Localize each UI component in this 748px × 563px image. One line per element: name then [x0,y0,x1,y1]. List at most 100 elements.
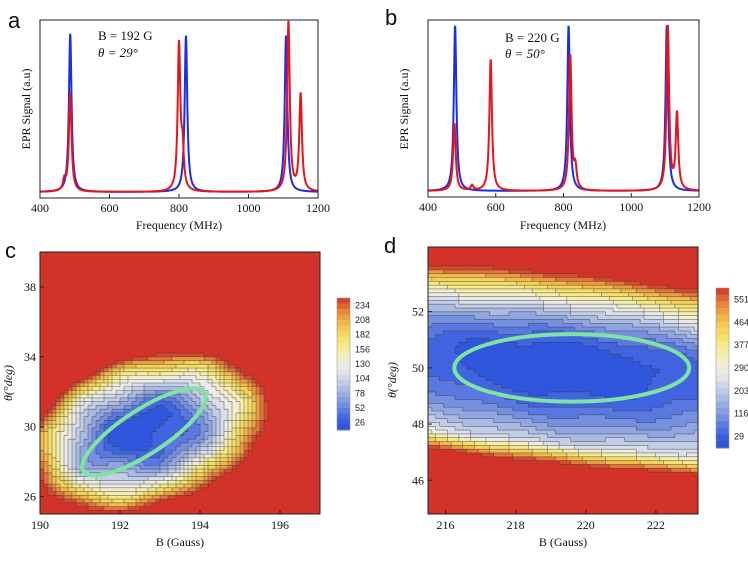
panel-c-contour-cell [216,427,221,433]
panel-c-contour-cell [136,255,141,261]
panel-c-contour-cell [232,270,237,276]
panel-a-x-axis-label: Frequency (MHz) [136,218,222,232]
panel-c-contour-cell [280,360,285,365]
panel-c-contour-cell [260,304,265,309]
panel-c-contour-cell [132,487,137,493]
panel-c-contour-cell [196,360,201,365]
panel-c-contour-cell [140,442,145,448]
panel-c-contour-cell [268,311,273,317]
panel-c-contour-cell [144,484,149,489]
panel-c-contour-cell [200,345,205,350]
panel-c-contour-cell [132,502,137,508]
panel-c-contour-cell [108,416,113,422]
panel-c-contour-cell [104,424,109,429]
panel-c-contour-cell [120,319,125,324]
panel-c-contour-cell [208,274,213,279]
panel-c-contour-cell [188,270,193,276]
panel-c-contour-cell [132,371,137,377]
panel-c-contour-cell [236,334,241,339]
panel-c-contour-cell [268,379,273,384]
panel-c-contour-cell [56,289,61,294]
panel-c-contour-cell [184,435,189,440]
panel-c-contour-cell [180,338,185,343]
panel-c-contour-cell [240,383,245,388]
panel-c-contour-cell [300,405,305,410]
panel-c-contour-cell [168,356,173,362]
panel-c-contour-cell [88,454,93,459]
panel-c-contour-cell [80,341,85,347]
panel-c-contour-cell [168,476,173,481]
panel-c-contour-cell [100,416,105,422]
panel-c-contour-cell [204,450,209,455]
panel-c-contour-cell [188,330,193,335]
panel-c-contour-cell [192,491,197,496]
panel-c-contour-cell [140,397,145,403]
panel-c-contour-cell [136,390,141,395]
panel-c-contour-cell [312,465,317,470]
panel-c-contour-cell [288,326,293,332]
panel-c-contour-cell [280,442,285,448]
panel-c-contour-cell [244,412,249,418]
panel-c-contour-cell [312,390,317,395]
panel-c-contour-cell [52,469,57,474]
panel-c-contour-cell [268,319,273,324]
panel-c-contour-cell [256,341,261,347]
panel-c-contour-cell [68,424,73,429]
panel-c-contour-cell [52,353,57,358]
panel-c-contour-cell [144,300,149,305]
panel-c-contour-cell [300,293,305,298]
panel-c-contour-cell [160,446,165,451]
panel-c-contour-cell [140,416,145,422]
panel-c-contour-cell [296,293,301,298]
panel-c-contour-cell [44,308,49,313]
panel-c-contour-cell [144,405,149,410]
panel-c-contour-cell [240,304,245,309]
panel-c-contour-cell [84,397,89,403]
panel-c-contour-cell [256,465,261,470]
panel-c-contour-cell [104,293,109,298]
panel-c-contour-cell [128,495,133,500]
panel-c-contour-cell [132,334,137,339]
panel-c-contour-cell [192,300,197,305]
panel-c-contour-cell [312,405,317,410]
panel-c-contour-cell [88,349,93,354]
panel-c-contour-cell [120,412,125,418]
panel-c-contour-cell [304,281,309,287]
panel-c-contour-cell [296,364,301,369]
panel-c-contour-cell [116,293,121,298]
panel-c-contour-cell [56,326,61,332]
panel-c-contour-cell [304,487,309,493]
panel-c-contour-cell [264,285,269,291]
panel-c-contour-cell [152,364,157,369]
panel-c-contour-cell [232,412,237,418]
panel-c-contour-cell [256,281,261,287]
panel-c-contour-cell [224,386,229,392]
panel-c-contour-cell [48,338,53,343]
panel-c-contour-cell [308,397,313,403]
panel-c-contour-cell [204,491,209,496]
panel-c-contour-cell [192,461,197,466]
panel-c-contour-cell [164,435,169,440]
panel-c-contour-cell [104,356,109,362]
panel-c-contour-cell [44,431,49,436]
panel-c-contour-cell [144,330,149,335]
panel-c-contour-cell [128,465,133,470]
panel-c-contour-cell [144,491,149,496]
panel-c-contour-cell [280,304,285,309]
panel-c-contour-cell [152,360,157,365]
panel-c-contour-cell [292,360,297,365]
panel-c-contour-cell [60,326,65,332]
panel-c-contour-cell [240,409,245,414]
panel-c-contour-cell [52,383,57,388]
panel-c-contour-cell [180,446,185,451]
panel-c-contour-cell [224,311,229,317]
panel-c-contour-cell [228,510,233,514]
panel-c-contour-cell [212,487,217,493]
panel-c-contour-cell [252,439,257,444]
panel-c-contour-cell [68,338,73,343]
panel-c-contour-cell [84,289,89,294]
panel-c-contour-cell [48,281,53,287]
panel-c-contour-cell [316,296,320,302]
panel-c-contour-cell [208,491,213,496]
panel-c-contour-cell [112,409,117,414]
